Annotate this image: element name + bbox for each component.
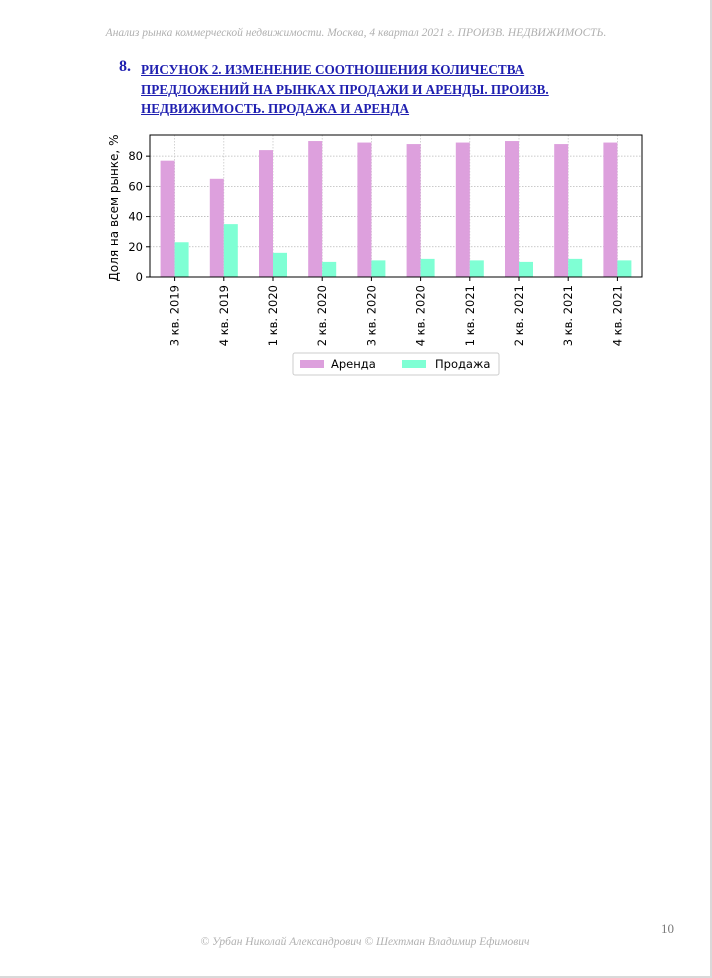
x-tick-label: 4 кв. 2021 [610, 285, 624, 346]
legend-box [292, 352, 500, 376]
figure-title: РИСУНОК 2. ИЗМЕНЕНИЕ СООТНОШЕНИЯ КОЛИЧЕС… [141, 60, 611, 119]
page-border-right [710, 0, 712, 978]
bar-arenda [455, 142, 470, 277]
bar-prodazha [223, 224, 238, 277]
bar-prodazha [273, 252, 287, 277]
legend-label-prodazha: Продажа [435, 357, 490, 371]
legend-label-arenda: Аренда [331, 357, 376, 371]
bar-arenda [308, 141, 323, 277]
bar-arenda [259, 150, 273, 277]
bar-prodazha [568, 258, 583, 277]
bar-prodazha [617, 260, 632, 277]
x-tick-label: 4 кв. 2019 [217, 285, 231, 346]
x-tick-label: 1 кв. 2021 [463, 285, 477, 346]
bar-prodazha [469, 260, 484, 277]
x-tick-label: 2 кв. 2020 [315, 285, 329, 346]
bar-prodazha [371, 260, 386, 277]
figure-number: 8. [119, 58, 131, 75]
y-axis-label: Доля на всем рынке, % [107, 135, 121, 282]
bar-arenda [357, 142, 372, 277]
y-tick-label: 80 [128, 149, 143, 163]
figure-title-line-1: РИСУНОК 2. ИЗМЕНЕНИЕ СООТНОШЕНИЯ КОЛИЧЕС… [141, 62, 525, 77]
bar-prodazha [519, 261, 533, 277]
bar-arenda [160, 160, 175, 277]
bar-arenda [505, 141, 519, 277]
running-header: Анализ рынка коммерческой недвижимости. … [105, 27, 607, 39]
bar-prodazha [420, 258, 435, 277]
x-tick-label: 3 кв. 2021 [561, 285, 575, 346]
page-border-bottom [0, 976, 712, 978]
bar-arenda [603, 142, 618, 277]
x-tick-label: 3 кв. 2020 [364, 285, 378, 346]
bar-arenda [406, 144, 421, 277]
x-tick-label: 4 кв. 2020 [414, 285, 428, 346]
bar-prodazha [174, 242, 189, 277]
bar-prodazha [322, 261, 337, 277]
page-number: 10 [661, 921, 674, 936]
x-tick-label: 3 кв. 2019 [168, 285, 182, 346]
figure-title-line-3: НЕДВИЖИМОСТЬ. ПРОДАЖА И АРЕНДА [141, 101, 410, 116]
x-tick-label: 1 кв. 2020 [266, 285, 280, 346]
y-tick-label: 60 [128, 179, 143, 193]
bar-arenda [554, 144, 569, 277]
figure-title-line-2: ПРЕДЛОЖЕНИЙ НА РЫНКАХ ПРОДАЖИ И АРЕНДЫ. … [141, 81, 549, 97]
x-tick-label: 2 кв. 2021 [512, 285, 526, 346]
y-tick-label: 40 [128, 210, 143, 224]
bar-arenda [209, 178, 224, 277]
y-tick-label: 0 [136, 270, 143, 284]
legend-swatch-arenda [300, 360, 324, 368]
copyright-footer: © Урбан Николай Александрович © Шехтман … [200, 936, 530, 948]
y-tick-label: 20 [128, 240, 143, 254]
plot-frame [149, 134, 643, 278]
legend-swatch-prodazha [402, 360, 426, 368]
bar-chart: 0 20 40 60 80 3 кв. 2019 4 кв. 2019 1 кв. 2020 2… [107, 134, 643, 376]
